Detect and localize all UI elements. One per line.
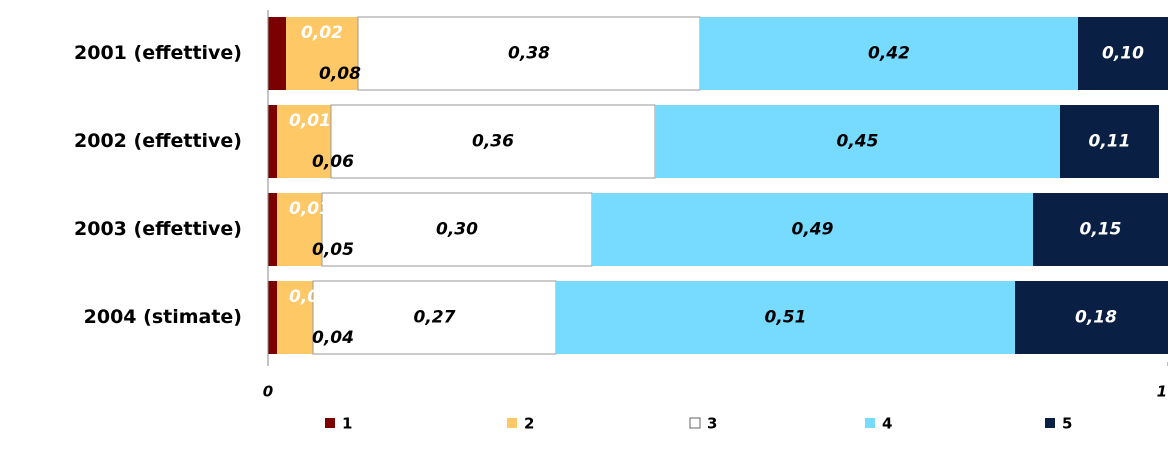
value-label: 0,02 xyxy=(301,23,343,43)
value-label: 0,38 xyxy=(508,44,550,64)
value-label: 0,04 xyxy=(312,328,354,348)
category-label: 2002 (effettive) xyxy=(74,130,242,152)
value-label: 0,30 xyxy=(436,220,478,240)
bar-segment xyxy=(268,193,277,266)
bar-segment xyxy=(277,193,322,266)
value-label: 0,10 xyxy=(1102,44,1144,64)
bar-segment xyxy=(330,104,656,179)
x-tick-label: 0 xyxy=(263,383,273,401)
bar-segment xyxy=(286,17,358,90)
bar-segment xyxy=(556,281,1015,354)
legend-swatch xyxy=(865,418,875,428)
legend-label: 5 xyxy=(1062,415,1072,433)
bar-segment xyxy=(277,281,313,354)
value-label: 0,08 xyxy=(319,64,361,84)
legend-label: 4 xyxy=(882,415,892,433)
value-label: 0,15 xyxy=(1080,220,1122,240)
value-label: 0,18 xyxy=(1075,308,1117,328)
value-label: 0,45 xyxy=(837,132,879,152)
bar-segment xyxy=(321,192,593,267)
legend-swatch xyxy=(325,418,335,428)
value-label: 0,27 xyxy=(414,308,456,328)
legend-swatch xyxy=(1045,418,1055,428)
category-label: 2001 (effettive) xyxy=(74,42,242,64)
bar-segment xyxy=(277,105,331,178)
value-label: 0,01 xyxy=(289,199,331,219)
value-label: 0,49 xyxy=(792,220,834,240)
bar-segment xyxy=(592,193,1033,266)
value-label: 0,01 xyxy=(289,287,331,307)
legend-swatch xyxy=(689,417,701,429)
bar-segment xyxy=(700,17,1078,90)
legend-label: 1 xyxy=(342,415,352,433)
value-label: 0,36 xyxy=(472,132,514,152)
bar-segment xyxy=(268,281,277,354)
value-label: 0,51 xyxy=(765,308,807,328)
legend-label: 2 xyxy=(524,415,534,433)
bar-segment xyxy=(268,105,277,178)
value-label: 0,11 xyxy=(1089,132,1131,152)
x-tick-label: 1 xyxy=(1157,383,1167,401)
bar-segment xyxy=(1078,17,1168,90)
bar-segment xyxy=(655,105,1060,178)
bar-segment xyxy=(268,17,286,90)
bar-segment xyxy=(312,280,557,355)
category-label: 2004 (stimate) xyxy=(84,306,242,328)
bar-segment xyxy=(1033,193,1168,266)
bar-segment xyxy=(1015,281,1168,354)
bar-segment xyxy=(1060,105,1159,178)
value-label: 0,05 xyxy=(312,240,354,260)
value-label: 0,01 xyxy=(289,111,331,131)
legend-label: 3 xyxy=(707,415,717,433)
category-label: 2003 (effettive) xyxy=(74,218,242,240)
bar-segment xyxy=(357,16,701,91)
value-label: 0,42 xyxy=(868,44,910,64)
value-label: 0,06 xyxy=(312,152,354,172)
legend-swatch xyxy=(507,418,517,428)
